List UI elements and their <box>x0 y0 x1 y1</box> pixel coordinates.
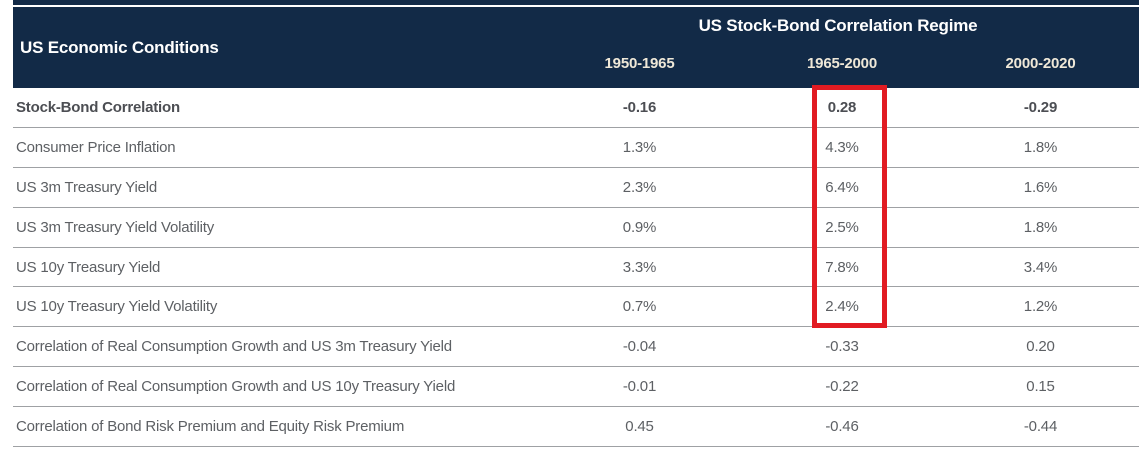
cell-value: 1.3% <box>622 138 657 156</box>
cell-value: 0.20 <box>1026 338 1055 356</box>
row-label: US 10y Treasury Yield Volatility <box>16 298 218 316</box>
cell-value: -0.44 <box>1023 418 1058 436</box>
cell-value: 3.3% <box>622 258 657 276</box>
table-row: Correlation of Real Consumption Growth a… <box>13 327 1139 368</box>
cell-value: 1.8% <box>1023 218 1058 236</box>
row-label: Correlation of Real Consumption Growth a… <box>16 378 456 396</box>
cell-value: 0.15 <box>1026 378 1055 396</box>
table-row: US 3m Treasury Yield Volatility 0.9% 2.5% 1… <box>13 208 1139 248</box>
cell-value: 2.3% <box>622 178 657 196</box>
row-label: Correlation of Real Consumption Growth a… <box>16 338 452 356</box>
cell-value: 2.5% <box>825 218 859 236</box>
cell-value: 0.28 <box>827 98 857 116</box>
cell-value: 4.3% <box>825 138 859 156</box>
cell-value: -0.22 <box>825 378 859 396</box>
cell-value: 0.45 <box>625 418 654 436</box>
header-right: US Stock-Bond Correlation Regime 1950-19… <box>537 7 1139 88</box>
cell-value: 1.2% <box>1023 298 1058 316</box>
row-label: US 3m Treasury Yield Volatility <box>16 218 215 236</box>
table-row: Correlation of Bond Risk Premium and Equ… <box>13 407 1139 448</box>
table-row: Correlation of Real Consumption Growth a… <box>13 367 1139 408</box>
cell-value: 1.8% <box>1023 138 1058 156</box>
column-header: 1950-1965 <box>604 55 675 72</box>
table-row: US 10y Treasury Yield 3.3% 7.8% 3.4% <box>13 248 1139 288</box>
table-row: US 10y Treasury Yield Volatility 0.7% 2.4%… <box>13 287 1139 328</box>
cell-value: -0.04 <box>622 338 657 356</box>
group-title: US Stock-Bond Correlation Regime <box>698 16 978 35</box>
cell-value: 6.4% <box>825 178 859 196</box>
cell-value: -0.33 <box>825 338 859 356</box>
table-row: Stock-Bond Correlation -0.16 0.28 -0.29 <box>13 88 1139 128</box>
row-header-title: US Economic Conditions <box>20 37 219 57</box>
cell-value: 7.8% <box>825 258 859 276</box>
table-row: Consumer Price Inflation 1.3% 4.3% 1.8% <box>13 128 1139 168</box>
row-label: US 10y Treasury Yield <box>16 258 161 276</box>
cell-value: 0.9% <box>622 218 657 236</box>
row-label: Stock-Bond Correlation <box>16 98 180 116</box>
table-body: Stock-Bond Correlation -0.16 0.28 -0.29 Cons… <box>13 88 1139 448</box>
row-label: Consumer Price Inflation <box>16 138 176 156</box>
top-rule <box>13 0 1139 5</box>
cell-value: -0.01 <box>622 378 657 396</box>
column-header: 1965-2000 <box>807 55 877 72</box>
cell-value: 1.6% <box>1023 178 1058 196</box>
cell-value: -0.46 <box>825 418 859 436</box>
cell-value: 0.7% <box>622 298 657 316</box>
table-header: US Economic Conditions US Stock-Bond Cor… <box>13 7 1139 88</box>
row-label: US 3m Treasury Yield <box>16 178 158 196</box>
cell-value: -0.16 <box>622 98 657 116</box>
column-headers: 1950-1965 1965-2000 2000-2020 <box>537 45 1139 88</box>
row-label: Correlation of Bond Risk Premium and Equ… <box>16 418 405 436</box>
table: US Economic Conditions US Stock-Bond Cor… <box>13 0 1139 448</box>
column-header: 2000-2020 <box>1005 55 1076 72</box>
cell-value: -0.29 <box>1023 98 1058 116</box>
cell-value: 2.4% <box>825 298 859 316</box>
cell-value: 3.4% <box>1023 258 1058 276</box>
table-row: US 3m Treasury Yield 2.3% 6.4% 1.6% <box>13 168 1139 208</box>
